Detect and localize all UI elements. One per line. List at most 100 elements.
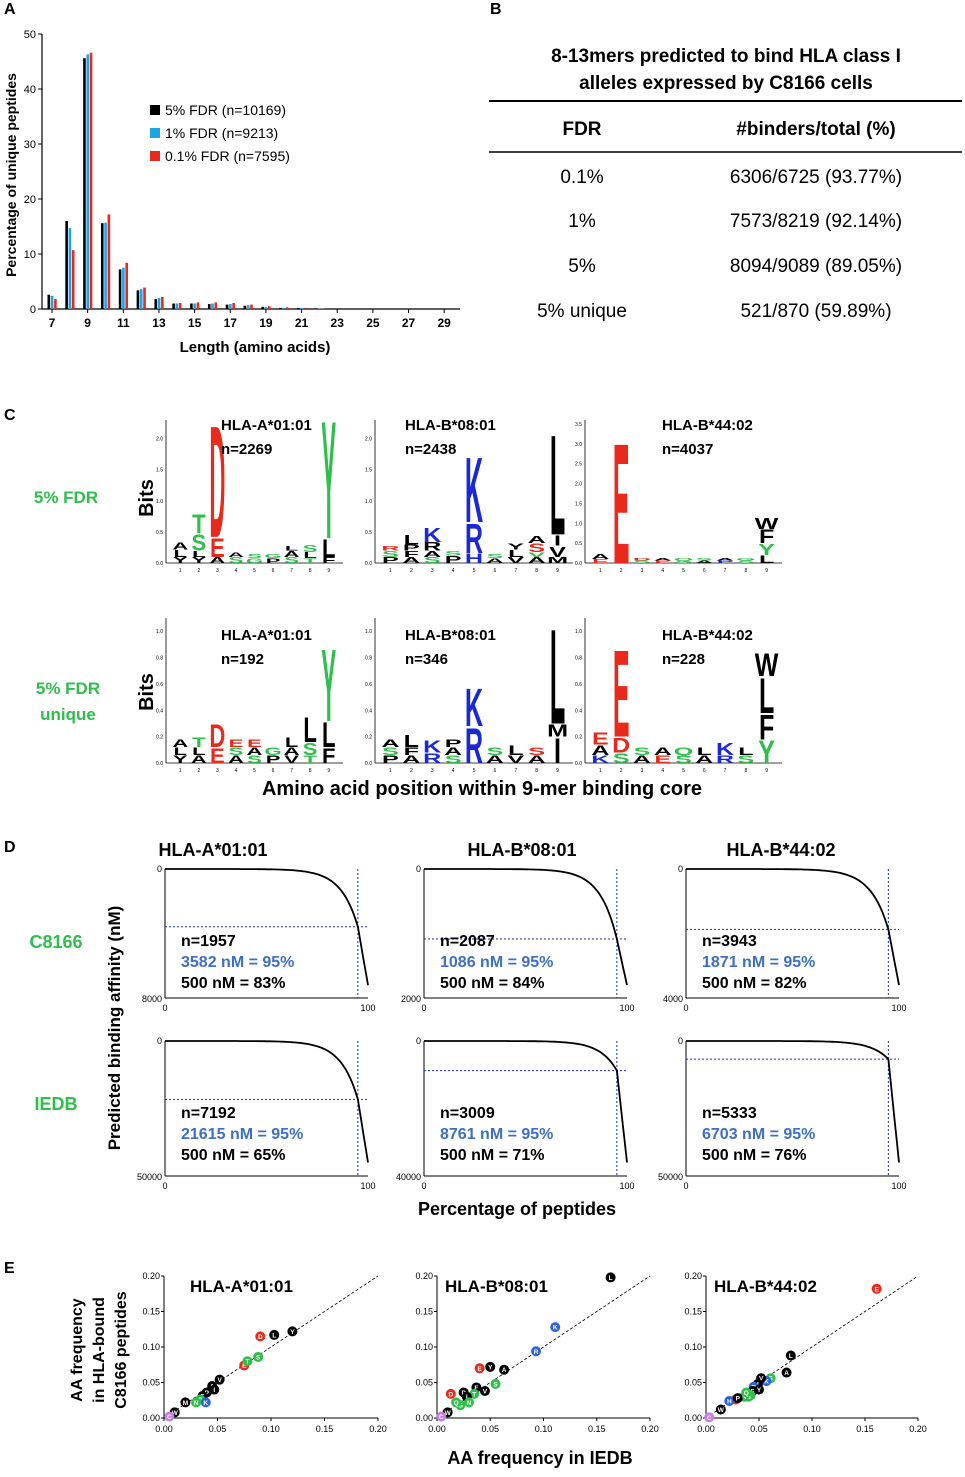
logo-x-tick-label: 7 bbox=[290, 568, 293, 574]
logo-x-tick-label: 5 bbox=[682, 768, 685, 774]
panel-d-letter: D bbox=[4, 839, 16, 856]
e-y-tick-label: 0.15 bbox=[415, 1307, 433, 1317]
e-y-tick-label: 0.05 bbox=[415, 1378, 433, 1388]
logo-x-tick-label: 3 bbox=[216, 568, 219, 574]
logo-letter: Y bbox=[507, 542, 524, 551]
a-bar bbox=[122, 267, 125, 309]
d-x-tick-label: 0 bbox=[683, 1003, 688, 1013]
logo-letter: S bbox=[737, 560, 754, 564]
legend-label-1fdr: 1% FDR (n=9213) bbox=[165, 125, 278, 141]
a-bar bbox=[243, 305, 247, 309]
logo-letter: A bbox=[528, 754, 546, 766]
logo-letter: L bbox=[174, 547, 187, 559]
logo-letter: L bbox=[285, 734, 298, 750]
logo-letter: Y bbox=[758, 541, 775, 559]
aa-point-label: Y bbox=[757, 1387, 762, 1394]
table-cell-fdr: 1% bbox=[568, 211, 596, 232]
logo-bits-label: Bits bbox=[136, 673, 158, 711]
logo-letter: S bbox=[486, 746, 503, 758]
logo-x-tick-label: 5 bbox=[253, 768, 256, 774]
a-bar bbox=[83, 58, 86, 310]
logo-letter: L bbox=[404, 533, 419, 548]
e-x-tick-label: 0.15 bbox=[856, 1424, 874, 1434]
logo-letter: H bbox=[465, 552, 483, 567]
logo-panel: 0.00.20.40.60.81.01 2 3 4 5 6 7 8 9YLAALTEDASESA… bbox=[156, 618, 343, 774]
logo-x-tick-label: 9 bbox=[765, 568, 768, 574]
a-bar bbox=[268, 306, 271, 309]
a-x-tick-label: 25 bbox=[366, 316, 380, 330]
a-y-tick-label: 20 bbox=[24, 194, 36, 206]
logo-letter: S bbox=[247, 554, 262, 559]
logo-n-label: n=4037 bbox=[662, 441, 713, 458]
logo-letter: A bbox=[486, 754, 504, 766]
d-y-tick-label: 4000 bbox=[663, 994, 683, 1004]
logo-y-tick-label: 3.5 bbox=[575, 422, 582, 428]
e-x-tick-label: 0.05 bbox=[481, 1424, 499, 1434]
aa-point: L bbox=[269, 1329, 280, 1340]
table-cell-binders: 521/870 (59.89%) bbox=[740, 301, 891, 322]
logo-allele-label: HLA-A*01:01 bbox=[221, 417, 312, 434]
logo-letter: S bbox=[445, 754, 462, 766]
logo-letter: P bbox=[382, 754, 399, 766]
logo-letter: F bbox=[404, 549, 419, 558]
logo-letter: L bbox=[303, 711, 316, 751]
logo-y-tick-label: 0.2 bbox=[575, 735, 582, 741]
a-bar bbox=[71, 250, 75, 309]
logo-y-tick-label: 1.0 bbox=[156, 629, 163, 635]
logo-x-tick-label: 5 bbox=[473, 768, 476, 774]
a-bar bbox=[161, 296, 164, 309]
logo-allele-label: HLA-B*08:01 bbox=[405, 417, 496, 434]
e-x-tick-label: 0.05 bbox=[209, 1424, 227, 1434]
a-bar bbox=[300, 307, 303, 309]
aa-point-label: F bbox=[474, 1385, 478, 1392]
a-y-tick-label: 0 bbox=[30, 304, 36, 316]
logo-row-label-5fdr: 5% FDR bbox=[34, 488, 98, 507]
aa-point-marker bbox=[715, 1404, 726, 1415]
logo-x-tick-label: 1 bbox=[389, 568, 392, 574]
logo-bits-label: Bits bbox=[136, 479, 158, 517]
logo-letter: L bbox=[508, 548, 524, 559]
a-bar bbox=[190, 303, 193, 309]
a-bar bbox=[246, 305, 250, 309]
d-affinity-curve bbox=[165, 1040, 369, 1163]
aa-point-label: V bbox=[759, 1376, 764, 1383]
d-y-tick-label: 0 bbox=[157, 864, 162, 874]
logo-y-tick-label: 0.0 bbox=[156, 761, 163, 767]
aa-point: S bbox=[253, 1351, 264, 1362]
d-affinity-curve bbox=[686, 1040, 900, 1163]
logo-letter: A bbox=[423, 549, 442, 558]
logo-letter: R bbox=[381, 544, 399, 552]
logo-x-tick-label: 7 bbox=[290, 768, 293, 774]
a-x-tick-label: 13 bbox=[152, 316, 166, 330]
e-y-tick-label: 0.05 bbox=[684, 1378, 702, 1388]
logo-allele-label: HLA-B*44:02 bbox=[662, 627, 753, 644]
d-affinity-curve bbox=[424, 868, 628, 986]
d-500-label: 500 nM = 83% bbox=[181, 975, 286, 992]
aa-point-marker bbox=[269, 1329, 280, 1340]
logo-letter: W bbox=[755, 515, 779, 533]
logo-letter: K bbox=[423, 736, 441, 756]
logo-letter: L bbox=[759, 554, 775, 566]
panel-a-axes: 0 10 20 30 40 50 7 9 11 13 15 17 19 21 23 25 27 29 bbox=[24, 29, 460, 330]
d-x-tick-label: 100 bbox=[360, 1003, 375, 1013]
d-affinity-curve bbox=[165, 868, 369, 986]
panel-a: A Percentage of unique peptides Length (… bbox=[3, 1, 460, 356]
d-y-tick-label: 0 bbox=[416, 864, 421, 874]
aa-point: W bbox=[715, 1404, 726, 1415]
logo-x-tick-label: 9 bbox=[327, 768, 330, 774]
logo-letter: A bbox=[633, 754, 651, 766]
aa-point-marker bbox=[474, 1363, 485, 1374]
e-x-tick-label: 0.00 bbox=[697, 1424, 715, 1434]
aa-point-label: E bbox=[242, 1363, 247, 1370]
logo-letter: P bbox=[403, 543, 420, 552]
logo-y-tick-label: 0.5 bbox=[365, 530, 372, 536]
d-y-tick-label: 8000 bbox=[142, 994, 162, 1004]
logo-x-tick-label: 2 bbox=[620, 768, 623, 774]
a-bar bbox=[65, 221, 68, 309]
aa-point-label: T bbox=[245, 1359, 249, 1366]
logo-y-tick-label: 0.8 bbox=[365, 656, 372, 662]
logo-x-tick-label: 5 bbox=[682, 568, 685, 574]
e-x-tick-label: 0.10 bbox=[803, 1424, 821, 1434]
